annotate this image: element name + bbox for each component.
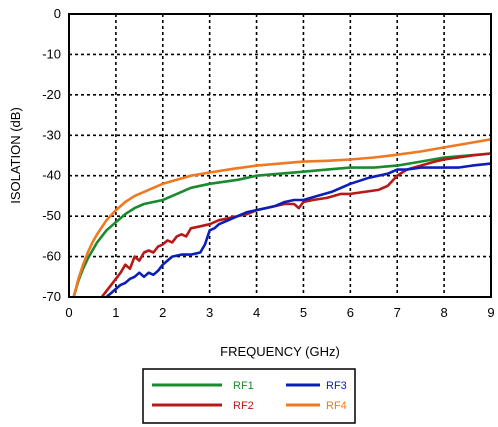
x-tick-label: 0 bbox=[65, 305, 72, 320]
y-tick-label: -70 bbox=[42, 289, 61, 304]
legend-label-rf2: RF2 bbox=[233, 400, 254, 412]
y-tick-label: 0 bbox=[54, 6, 61, 21]
grid-lines bbox=[69, 14, 491, 297]
y-tick-label: -60 bbox=[42, 249, 61, 264]
y-tick-label: -10 bbox=[42, 46, 61, 61]
legend-box bbox=[142, 368, 356, 424]
y-tick-label: -30 bbox=[42, 127, 61, 142]
y-tick-label: -50 bbox=[42, 208, 61, 223]
x-tick-labels: 0 1 2 3 4 5 6 7 8 9 bbox=[65, 305, 494, 320]
x-tick-label: 1 bbox=[112, 305, 119, 320]
series-line-rf4 bbox=[72, 138, 491, 297]
legend: RF1 RF2 RF3 RF4 bbox=[142, 368, 356, 424]
x-tick-label: 6 bbox=[347, 305, 354, 320]
x-tick-label: 9 bbox=[487, 305, 494, 320]
legend-label-rf3: RF3 bbox=[326, 380, 347, 392]
x-tick-label: 4 bbox=[253, 305, 260, 320]
y-axis-label: ISOLATION (dB) bbox=[8, 107, 23, 204]
plot-frame bbox=[68, 13, 492, 298]
legend-label-rf1: RF1 bbox=[233, 380, 254, 392]
x-tick-label: 7 bbox=[394, 305, 401, 320]
legend-label-rf4: RF4 bbox=[326, 400, 347, 412]
series-line-rf1 bbox=[72, 152, 491, 297]
y-tick-label: -20 bbox=[42, 87, 61, 102]
series-layer bbox=[72, 138, 491, 297]
x-axis-label: FREQUENCY (GHz) bbox=[220, 344, 340, 359]
x-tick-label: 8 bbox=[440, 305, 447, 320]
y-tick-label: -40 bbox=[42, 168, 61, 183]
x-tick-label: 5 bbox=[300, 305, 307, 320]
x-tick-label: 2 bbox=[159, 305, 166, 320]
x-tick-label: 3 bbox=[206, 305, 213, 320]
series-line-rf3 bbox=[105, 162, 491, 297]
y-tick-labels: 0 -10 -20 -30 -40 -50 -60 -70 bbox=[42, 6, 61, 304]
